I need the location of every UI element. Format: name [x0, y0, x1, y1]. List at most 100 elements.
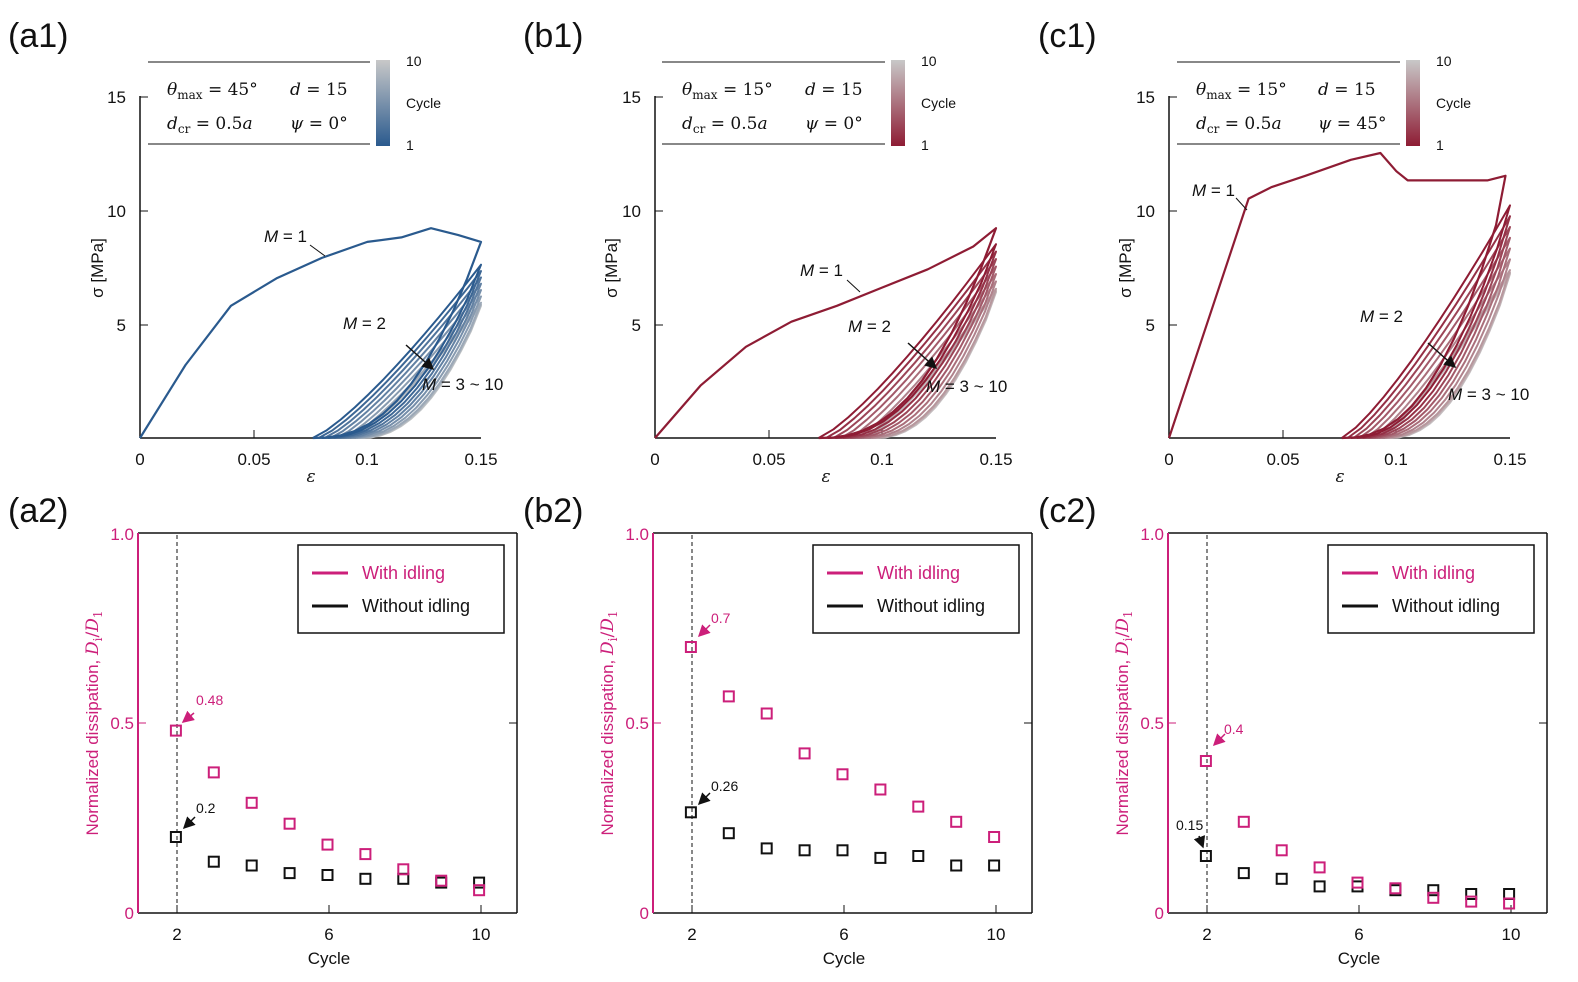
with-idling-point: [988, 831, 1001, 843]
without-idling-point: [836, 844, 849, 857]
legend-with-idling: With idling: [877, 563, 960, 583]
panel-label: (b2): [523, 492, 583, 530]
panel-c1: (c1) 0 0.05 0.1 0.15 5 10 15 ε σ [MPa] θ…: [1038, 17, 1529, 487]
m2-label: M = 2: [343, 314, 386, 333]
y-tick-label: 15: [622, 88, 641, 107]
scatter-points: [169, 724, 486, 897]
with-idling-point: [321, 838, 334, 851]
y-tick-label: 5: [632, 316, 641, 335]
without-idling-point: [283, 867, 296, 880]
cycle-8-loop: [346, 301, 482, 439]
colorbar: 10 Cycle 1: [891, 53, 956, 153]
without-idling-point: [798, 844, 811, 857]
y-axis-label: σ [MPa]: [602, 238, 621, 298]
without-idling-point: [684, 806, 697, 819]
x-tick-label: 6: [839, 925, 848, 944]
with-idling-point: [283, 817, 296, 830]
without-idling-point: [912, 850, 925, 862]
y-axis-label: Normalized dissipation, Di/D1: [598, 611, 620, 836]
legend-without-idling: Without idling: [1392, 596, 1500, 616]
with-idling-point: [473, 884, 486, 897]
m3-label: M = 3 ~ 10: [1448, 385, 1529, 404]
cycle-6-loop: [1364, 247, 1511, 439]
without-idling-point: [1351, 880, 1364, 893]
colorbar-bottom-label: 1: [406, 137, 414, 153]
y-tick-label: 1.0: [625, 525, 649, 544]
y-axis-label: Normalized dissipation, Di/D1: [1113, 611, 1135, 836]
with-idling-point: [1351, 876, 1364, 889]
x-tick-label: 0: [135, 450, 144, 469]
colorbar-bottom-label: 1: [921, 137, 929, 153]
colorbar: 10 Cycle 1: [1406, 53, 1471, 153]
y-axis-label: σ [MPa]: [88, 238, 107, 298]
param-box: θmax = 15° d = 15 dcr = 0.5a ψ = 45°: [1177, 61, 1400, 145]
cycle-7-loop: [1370, 258, 1511, 439]
y-tick-label: 15: [1136, 88, 1155, 107]
without-idling-point: [722, 827, 735, 840]
x-axis-label: ε: [306, 467, 315, 487]
annotation-without: 0.15: [1176, 817, 1203, 833]
x-tick-label: 0: [1164, 450, 1173, 469]
cycle-3-loop: [1347, 215, 1511, 439]
with-idling-point: [798, 747, 811, 760]
annotation-without: 0.2: [196, 800, 216, 816]
colorbar-bottom-label: 1: [1436, 137, 1444, 153]
x-tick-label: 0: [650, 450, 659, 469]
legend: With idling Without idling: [812, 544, 1020, 634]
with-idling-point: [435, 874, 448, 887]
annotation-with: 0.7: [711, 610, 731, 626]
with-idling-point: [207, 766, 220, 779]
y-tick-label: 10: [622, 202, 641, 221]
colorbar-top-label: 10: [921, 53, 937, 69]
scatter-points: [684, 641, 1001, 872]
without-idling-point: [1199, 850, 1212, 862]
colorbar-title: Cycle: [1436, 95, 1471, 111]
d-param: d = 15: [290, 80, 348, 100]
without-idling-point: [321, 869, 334, 881]
axes-frame: [652, 532, 1033, 914]
panel-b2: (b2) 2 6 10 0 0.5 1.0 Cycle Normalized d…: [523, 492, 1033, 968]
y-tick-label: 15: [107, 88, 126, 107]
cycle-1-curve: [654, 227, 998, 440]
legend-with-idling: With idling: [362, 563, 445, 583]
m3-label: M = 3 ~ 10: [926, 377, 1007, 396]
with-idling-point: [1313, 861, 1326, 874]
panel-a1: (a1) 0 0.05 0.1 0.15 5 10 15 ε σ [MPa] θ…: [8, 17, 503, 487]
y-tick-label: 0.5: [110, 714, 134, 733]
x-tick-label: 0.15: [464, 450, 497, 469]
with-idling-point: [684, 641, 697, 653]
cycle-2-loop: [818, 243, 997, 439]
cycle-7-loop: [341, 295, 482, 439]
with-idling-point: [722, 690, 735, 703]
without-idling-point: [1237, 867, 1250, 880]
x-tick-label: 0.1: [355, 450, 379, 469]
without-idling-point: [359, 872, 372, 885]
cycle-1-curve: [139, 227, 483, 440]
x-tick-label: 6: [324, 925, 333, 944]
without-idling-point: [760, 842, 773, 855]
y-tick-label: 0: [1155, 904, 1164, 923]
psi-param: ψ = 45°: [1318, 114, 1387, 134]
param-box: θmax = 15° d = 15 dcr = 0.5a ψ = 0°: [662, 61, 885, 145]
without-idling-point: [1427, 884, 1440, 897]
panel-label: (a2): [8, 492, 68, 530]
without-idling-point: [207, 855, 220, 868]
cycle-2-loop: [1341, 204, 1511, 439]
without-idling-point: [1465, 888, 1478, 900]
dcr-param: dcr = 0.5a: [682, 114, 768, 136]
with-idling-point: [359, 848, 372, 861]
without-idling-point: [874, 851, 887, 864]
y-tick-label: 5: [117, 316, 126, 335]
x-tick-label: 0.1: [870, 450, 894, 469]
cycle-6-loop: [847, 273, 997, 439]
x-tick-label: 10: [472, 925, 491, 944]
colorbar-top-label: 10: [1436, 53, 1452, 69]
m1-label: M = 1: [800, 261, 843, 280]
with-idling-point: [245, 796, 258, 809]
colorbar-top-label: 10: [406, 53, 422, 69]
dcr-param: dcr = 0.5a: [1196, 114, 1282, 136]
x-axis-label: Cycle: [1338, 949, 1381, 968]
theta-param: θmax = 15°: [682, 80, 773, 102]
x-tick-label: 0.05: [237, 450, 270, 469]
axes-frame: [1167, 532, 1548, 914]
